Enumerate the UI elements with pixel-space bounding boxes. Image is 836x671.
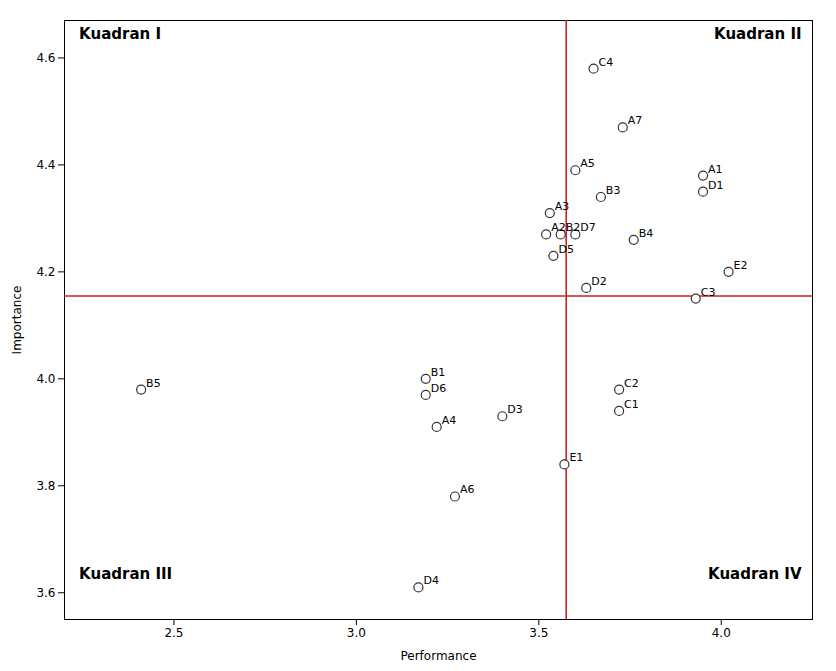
svg-text:4.0: 4.0 xyxy=(712,626,731,640)
svg-text:D3: D3 xyxy=(507,403,522,416)
svg-text:Kuadran I: Kuadran I xyxy=(79,25,161,43)
svg-text:4.0: 4.0 xyxy=(36,372,55,386)
svg-text:A2: A2 xyxy=(551,221,566,234)
svg-text:C1: C1 xyxy=(624,398,639,411)
svg-text:D5: D5 xyxy=(558,243,573,256)
svg-text:2.5: 2.5 xyxy=(164,626,183,640)
svg-text:4.4: 4.4 xyxy=(36,158,55,172)
svg-text:D4: D4 xyxy=(423,574,438,587)
svg-text:C4: C4 xyxy=(599,56,614,69)
svg-text:A3: A3 xyxy=(555,200,570,213)
svg-text:B3: B3 xyxy=(606,184,621,197)
svg-text:4.6: 4.6 xyxy=(36,51,55,65)
svg-text:C2: C2 xyxy=(624,377,639,390)
svg-text:B1: B1 xyxy=(431,366,446,379)
svg-text:A6: A6 xyxy=(460,483,475,496)
svg-text:3.6: 3.6 xyxy=(36,586,55,600)
svg-text:Performance: Performance xyxy=(400,649,476,663)
svg-text:3.5: 3.5 xyxy=(529,626,548,640)
svg-text:Importance: Importance xyxy=(10,286,24,355)
svg-text:D2: D2 xyxy=(591,275,606,288)
svg-text:A5: A5 xyxy=(580,157,595,170)
svg-text:3.0: 3.0 xyxy=(347,626,366,640)
svg-text:A1: A1 xyxy=(708,163,723,176)
svg-text:C3: C3 xyxy=(701,286,716,299)
svg-text:E2: E2 xyxy=(734,259,748,272)
svg-text:Kuadran II: Kuadran II xyxy=(714,25,801,43)
svg-text:Kuadran III: Kuadran III xyxy=(79,565,172,583)
svg-text:B5: B5 xyxy=(146,377,161,390)
svg-text:D6: D6 xyxy=(431,382,446,395)
svg-text:A4: A4 xyxy=(442,414,457,427)
svg-text:3.8: 3.8 xyxy=(36,479,55,493)
svg-text:A7: A7 xyxy=(628,114,643,127)
svg-text:D1: D1 xyxy=(708,179,723,192)
svg-text:E1: E1 xyxy=(569,451,583,464)
svg-text:Kuadran IV: Kuadran IV xyxy=(708,565,802,583)
svg-text:B2: B2 xyxy=(566,221,581,234)
svg-text:4.2: 4.2 xyxy=(36,265,55,279)
svg-text:D7: D7 xyxy=(580,221,595,234)
svg-text:B4: B4 xyxy=(639,227,654,240)
